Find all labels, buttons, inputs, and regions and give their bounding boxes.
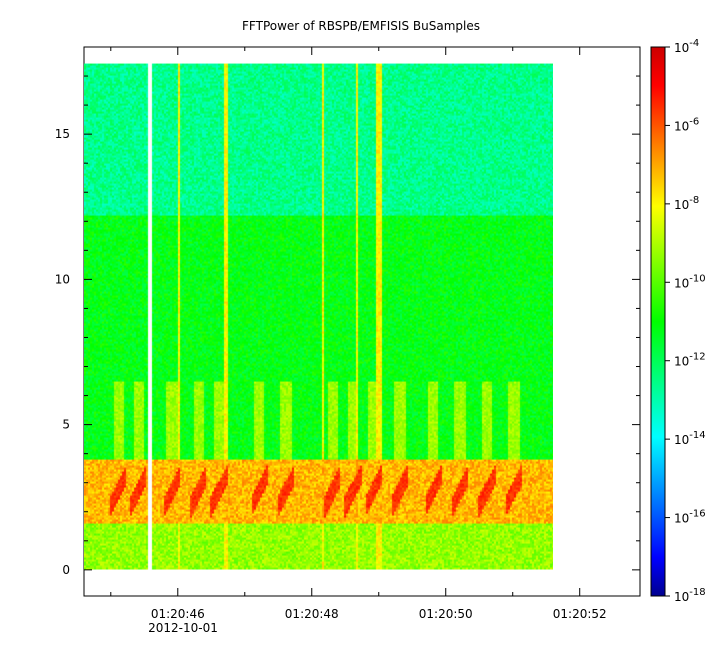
colorbar-tick-label: 10-16 [674, 509, 706, 526]
x-tick-label: 01:20:46 [151, 607, 205, 621]
spectrogram-heatmap [84, 61, 553, 570]
y-tick-label: 10 [55, 272, 70, 286]
colorbar [650, 46, 666, 597]
colorbar-axis: 10-4 10-6 10-8 10-10 10-12 10-14 10-16 10-18 [665, 38, 706, 604]
y-tick-label: 15 [55, 127, 70, 141]
colorbar-tick-label: 10-18 [674, 587, 706, 604]
colorbar-tick-label: 10-8 [674, 195, 699, 212]
x-tick-label: 01:20:50 [419, 607, 473, 621]
y-tick-label: 5 [62, 418, 70, 432]
y-tick-label: 0 [62, 563, 70, 577]
colorbar-tick-label: 10-14 [674, 430, 706, 447]
axes: 0 5 10 15 01:20:46 01:20:48 01:20:50 01:20:52 [55, 47, 640, 621]
colorbar-tick-label: 10-4 [674, 38, 699, 55]
x-date-label: 2012-10-01 [148, 621, 218, 635]
colorbar-tick-label: 10-10 [674, 273, 706, 290]
colorbar-tick-label: 10-6 [674, 116, 699, 133]
colorbar-tick-label: 10-12 [674, 352, 706, 369]
heatmap-area [84, 61, 553, 570]
x-tick-label: 01:20:48 [285, 607, 339, 621]
x-tick-label: 01:20:52 [553, 607, 607, 621]
chart-title: FFTPower of RBSPB/EMFISIS BuSamples [242, 19, 480, 33]
